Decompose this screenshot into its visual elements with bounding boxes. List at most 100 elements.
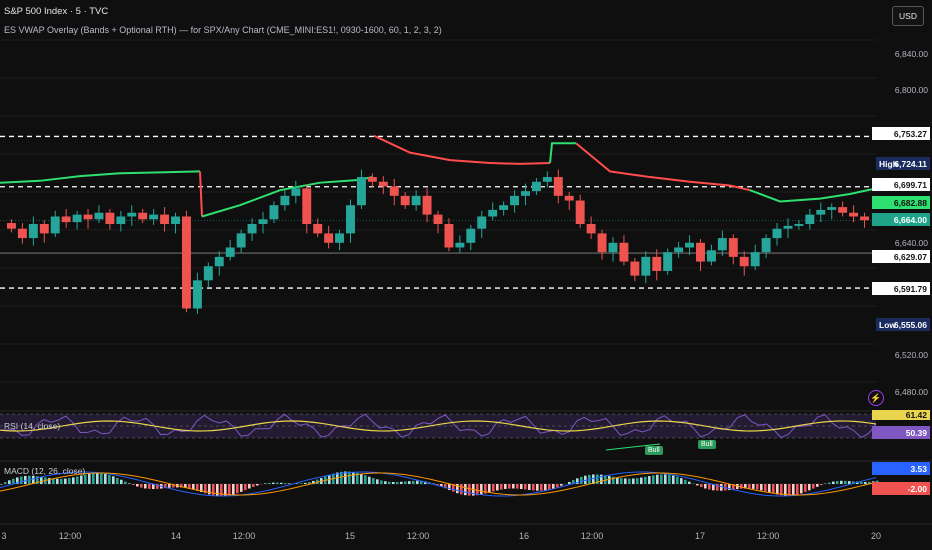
candle-body <box>838 207 848 213</box>
macd-bar <box>396 481 399 484</box>
signal-line <box>0 472 877 496</box>
candle-body <box>455 242 465 248</box>
time-axis-label: 12:00 <box>232 531 256 541</box>
macd-bar <box>168 484 171 488</box>
macd-bar <box>740 484 743 489</box>
macd-bar <box>84 474 87 484</box>
macd-bar <box>536 484 539 491</box>
rsi-divergence-line <box>605 443 661 451</box>
macd-bar <box>688 481 691 484</box>
candle-body <box>433 214 443 224</box>
macd-bar <box>20 476 23 484</box>
macd-bar <box>676 476 679 484</box>
macd-bar <box>236 484 239 494</box>
macd-bar <box>716 484 719 491</box>
symbol-title[interactable]: S&P 500 Index · 5 · TVC <box>4 6 109 17</box>
macd-bar <box>784 484 787 496</box>
macd-lines <box>0 471 877 497</box>
price-axis-label: 6,800.00 <box>894 85 928 95</box>
macd-bar <box>288 483 291 484</box>
vwap-segment <box>199 171 203 217</box>
last-price-tag: 6,664.00 <box>872 213 930 226</box>
macd-bar <box>244 484 247 491</box>
vwap-tag: 6,682.88 <box>872 196 930 209</box>
candle-body <box>378 181 388 187</box>
candle-body <box>783 225 793 229</box>
candle-body <box>510 195 520 206</box>
macd-bar <box>560 484 563 486</box>
macd-bar <box>476 484 479 496</box>
macd-bar <box>516 484 519 489</box>
candle-body <box>422 195 432 215</box>
macd-bar <box>572 480 575 484</box>
macd-bar <box>132 484 135 486</box>
macd-bar <box>128 483 131 484</box>
macd-label[interactable]: MACD (12, 26, close) <box>4 466 86 476</box>
time-axis-label: 14 <box>170 531 182 541</box>
macd-bar <box>92 473 95 484</box>
macd-bar <box>576 478 579 484</box>
candle-body <box>214 256 224 267</box>
macd-bar <box>208 484 211 495</box>
macd-histogram <box>0 471 879 497</box>
candle-body <box>499 205 509 210</box>
macd-bar <box>792 484 795 496</box>
macd-bar <box>452 484 455 492</box>
candlesticks <box>7 169 869 315</box>
candle-body <box>663 252 673 271</box>
macd-bar <box>164 484 167 489</box>
candle-body <box>7 223 16 229</box>
macd-bar <box>100 473 103 484</box>
macd-bar <box>524 484 527 490</box>
time-axis-label: 12:00 <box>406 531 430 541</box>
candle-body <box>696 242 705 262</box>
candle-body <box>61 216 71 223</box>
candle-body <box>630 261 640 276</box>
macd-bar <box>492 484 495 492</box>
macd-bar <box>788 484 791 496</box>
macd-line <box>0 471 877 497</box>
currency-button[interactable]: USD <box>892 6 924 26</box>
candle-body <box>356 177 366 206</box>
macd-bar <box>248 484 251 489</box>
macd-bar <box>500 484 503 490</box>
candle-body <box>39 224 49 234</box>
candle-body <box>171 216 180 224</box>
macd-bar <box>412 480 415 484</box>
macd-bar <box>828 482 831 484</box>
candle-body <box>127 212 137 217</box>
candle-body <box>750 252 760 267</box>
macd-bar <box>636 478 639 484</box>
rsi-label[interactable]: RSI (14, close) <box>4 421 61 431</box>
candle-body <box>761 238 771 253</box>
vwap-segment <box>575 142 751 192</box>
macd-bar <box>720 484 723 491</box>
macd-bar <box>852 481 855 484</box>
macd-bar <box>664 474 667 484</box>
macd-bar <box>432 483 435 484</box>
candle-body <box>94 212 104 220</box>
macd-bar <box>860 481 863 484</box>
time-axis-label: 17 <box>694 531 706 541</box>
rsi-value-tag: 50.39 <box>872 426 930 439</box>
macd-bar <box>76 476 79 484</box>
macd-bar <box>196 484 199 491</box>
macd-bar <box>772 484 775 494</box>
candle-body <box>531 181 541 192</box>
price-axis-label: 6,480.00 <box>894 387 928 397</box>
macd-bar <box>372 478 375 484</box>
macd-bar <box>264 483 267 484</box>
macd-bar <box>748 484 751 489</box>
macd-bar <box>596 474 599 484</box>
candle-body <box>225 247 235 257</box>
macd-bar <box>36 476 39 484</box>
macd-bar <box>108 474 111 484</box>
macd-bar <box>356 472 359 484</box>
candle-body <box>827 207 837 210</box>
indicator-label[interactable]: ES VWAP Overlay (Bands + Optional RTH) —… <box>4 25 442 35</box>
macd-bar <box>712 484 715 491</box>
macd-bar <box>816 484 819 487</box>
macd-bar <box>796 484 799 495</box>
lightning-icon[interactable]: ⚡ <box>868 390 884 406</box>
